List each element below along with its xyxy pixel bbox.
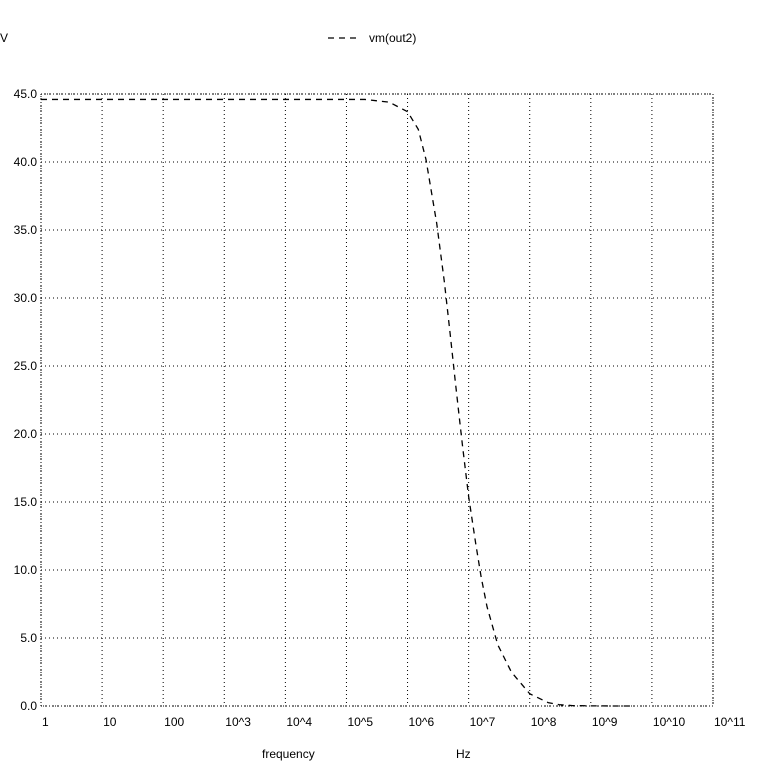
x-tick-label: 10^10 [653, 715, 686, 729]
x-tick-label: 10^7 [470, 715, 496, 729]
x-axis-label: frequency [262, 747, 315, 761]
y-tick-label: 40.0 [14, 155, 38, 169]
x-tick-label: 10 [103, 715, 117, 729]
y-tick-label: 15.0 [14, 495, 38, 509]
legend: vm(out2) [328, 31, 416, 45]
y-tick-label: 0.0 [20, 699, 37, 713]
x-tick-label: 10^5 [347, 715, 373, 729]
x-tick-label: 1 [42, 715, 49, 729]
grid [40, 93, 714, 707]
y-axis-label: V [0, 31, 8, 45]
x-tick-label: 100 [164, 715, 184, 729]
y-tick-label: 45.0 [14, 87, 38, 101]
x-tick-label: 10^11 [714, 715, 746, 729]
x-tick-label: 10^4 [286, 715, 312, 729]
y-tick-label: 35.0 [14, 223, 38, 237]
y-tick-labels: 0.0 5.0 10.0 15.0 20.0 25.0 30.0 35.0 40.0 45.0 [14, 87, 38, 713]
y-tick-label: 30.0 [14, 291, 38, 305]
x-tick-label: 10^9 [592, 715, 618, 729]
y-tick-label: 20.0 [14, 427, 38, 441]
x-tick-label: 10^8 [531, 715, 557, 729]
series-line-vm-out2 [41, 98, 634, 707]
legend-entry-vm-out2: vm(out2) [369, 31, 416, 45]
x-tick-label: 10^3 [225, 715, 251, 729]
y-tick-label: 25.0 [14, 359, 38, 373]
x-tick-labels: 1 10 100 10^3 10^4 10^5 10^6 10^7 10^8 10^9 10^10 1… [42, 715, 746, 729]
x-axis-unit: Hz [456, 747, 471, 761]
y-tick-label: 10.0 [14, 563, 38, 577]
y-tick-label: 5.0 [20, 631, 37, 645]
series-points [41, 99, 634, 706]
x-tick-label: 10^6 [409, 715, 435, 729]
plot-frame [40, 93, 714, 707]
